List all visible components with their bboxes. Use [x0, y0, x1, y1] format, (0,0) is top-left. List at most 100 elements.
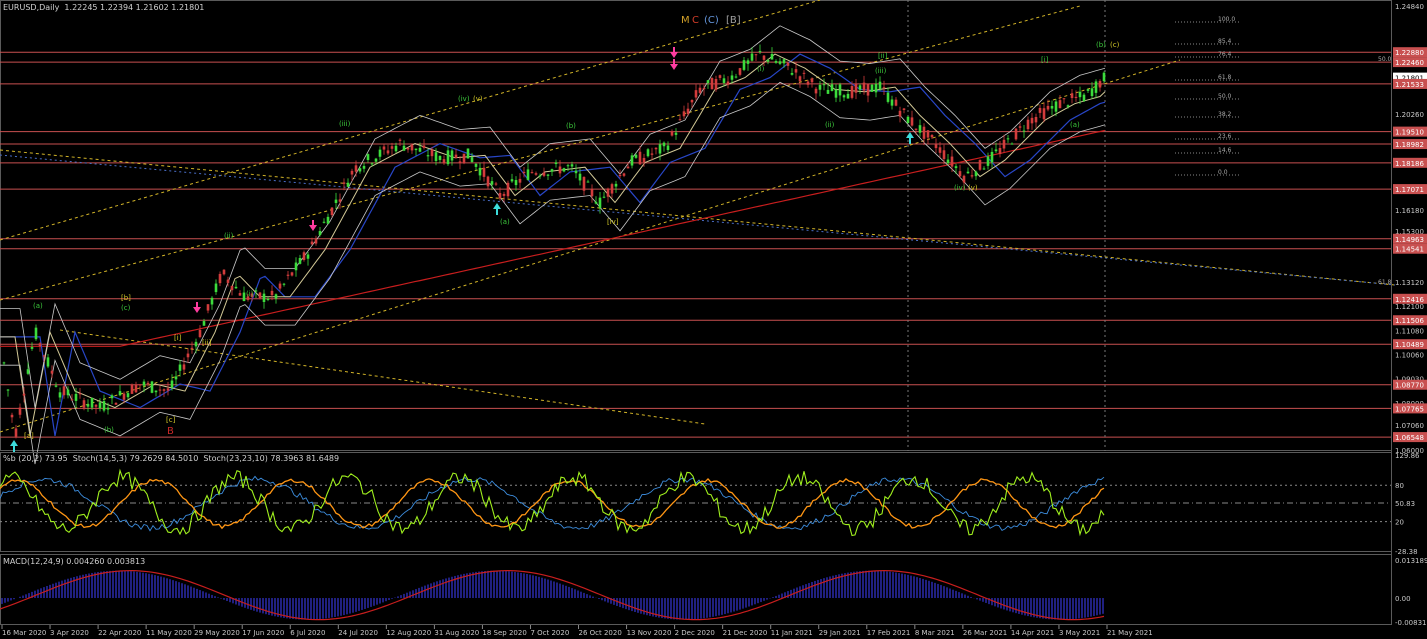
- main-pane-border: [0, 0, 1392, 451]
- candle-body: [398, 139, 402, 141]
- candle-body: [782, 59, 786, 64]
- wave-label: (iii): [875, 67, 887, 75]
- price-axis-tick: 1.10060: [1395, 351, 1424, 359]
- candle-body: [834, 89, 838, 98]
- candle-body: [562, 168, 566, 172]
- candle-body: [270, 290, 274, 296]
- candle-body: [302, 252, 306, 260]
- candle-body: [406, 147, 410, 150]
- date-axis-tick: 18 Sep 2020: [482, 629, 526, 637]
- candle-body: [970, 175, 974, 177]
- candle-body: [918, 125, 922, 133]
- macd-axis-tick: -0.008317: [1395, 619, 1427, 627]
- candle-body: [710, 78, 714, 90]
- candle-body: [82, 400, 86, 408]
- price-axis-tick: 1.06000: [1395, 447, 1424, 455]
- candle-body: [258, 292, 262, 299]
- macd-pane[interactable]: [0, 554, 1392, 625]
- candle-body: [874, 83, 878, 93]
- candle-body: [614, 183, 618, 187]
- candle-body: [770, 54, 774, 60]
- candle-body: [738, 68, 742, 75]
- candle-body: [70, 399, 74, 401]
- candle-body: [650, 153, 654, 155]
- candle-body: [1006, 138, 1010, 140]
- candle-body: [666, 145, 670, 151]
- candle-body: [442, 159, 446, 164]
- candle-body: [586, 181, 590, 183]
- oscillator-axis-tick: 50.83: [1395, 500, 1415, 508]
- channel-line: [59, 329, 706, 425]
- candle-body: [1050, 105, 1054, 109]
- wave-label: (c): [121, 304, 131, 312]
- candle-body: [278, 283, 282, 289]
- candles: [2, 44, 1106, 439]
- oscillator-pane[interactable]: [0, 452, 1392, 552]
- candle-body: [590, 189, 594, 197]
- candle-body: [430, 149, 434, 157]
- buy-arrow-icon: [909, 138, 911, 144]
- candle-body: [758, 50, 762, 52]
- candle-body: [950, 156, 954, 167]
- stochastic-fast-line: [0, 468, 1105, 537]
- candle-body: [122, 393, 126, 400]
- price-axis-tick: 1.07060: [1395, 422, 1424, 430]
- oscillator-pane-title: %b (20,2) 73.95 Stoch(14,5,3) 79.2629 84…: [3, 454, 340, 463]
- price-tag: [1393, 243, 1427, 254]
- candle-body: [174, 376, 178, 380]
- candle-body: [102, 401, 106, 411]
- price-axis-tick: 1.18186: [1395, 160, 1424, 168]
- candle-body: [1074, 96, 1078, 99]
- candle-body: [878, 81, 882, 90]
- fib-level-label: 38.2: [1218, 111, 1232, 118]
- candle-body: [658, 144, 662, 154]
- candle-body: [994, 149, 998, 152]
- candle-body: [334, 199, 338, 203]
- candle-body: [934, 144, 938, 149]
- candle-body: [858, 85, 862, 90]
- date-axis-tick: 26 Mar 2021: [963, 629, 1007, 637]
- wave-label: (b): [104, 426, 114, 434]
- macd-axis-tick: 0.013189: [1395, 557, 1427, 565]
- candle-body: [250, 293, 254, 297]
- sell-arrow-icon: [673, 47, 675, 53]
- candle-body: [486, 176, 490, 187]
- bollinger-lower: [0, 81, 1106, 465]
- candle-body: [494, 183, 498, 185]
- date-axis-tick: 17 Feb 2021: [867, 629, 911, 637]
- candle-body: [274, 294, 278, 299]
- candle-body: [382, 146, 386, 150]
- price-axis-tick: 1.21533: [1395, 81, 1424, 89]
- candle-body: [602, 196, 606, 198]
- candle-body: [478, 167, 482, 176]
- candle-body: [94, 404, 98, 407]
- fib-side-label: 61.8: [1378, 279, 1392, 286]
- candle-body: [946, 159, 950, 164]
- candle-body: [66, 389, 70, 396]
- candle-body: [238, 293, 242, 296]
- candle-body: [150, 381, 154, 393]
- candle-body: [234, 286, 238, 289]
- date-axis-tick: 12 Aug 2020: [386, 629, 431, 637]
- candle-body: [642, 157, 646, 163]
- candle-body: [662, 142, 666, 147]
- price-pane[interactable]: 100.0 85.4 76.4 61.8 50.0 38.2 23.6 14.6 0.0 50.0…: [0, 0, 1396, 465]
- candle-body: [522, 171, 526, 174]
- sell-arrow-icon: [670, 64, 678, 70]
- stochastic-signal-line: [0, 477, 1105, 530]
- candle-body: [966, 171, 970, 174]
- candle-body: [634, 154, 638, 158]
- wave-label: [b]: [121, 294, 131, 302]
- candle-body: [206, 304, 210, 311]
- candle-body: [646, 149, 650, 157]
- price-tag: [1393, 157, 1427, 168]
- candle-body: [98, 402, 102, 409]
- channel-line: [0, 5, 1081, 301]
- wave-legend-item: M: [681, 15, 690, 26]
- candle-body: [414, 148, 418, 151]
- price-axis-tick: 1.24840: [1395, 3, 1424, 11]
- price-axis-tick: 1.11506: [1395, 317, 1424, 325]
- candle-body: [1018, 126, 1022, 128]
- candle-body: [462, 153, 466, 163]
